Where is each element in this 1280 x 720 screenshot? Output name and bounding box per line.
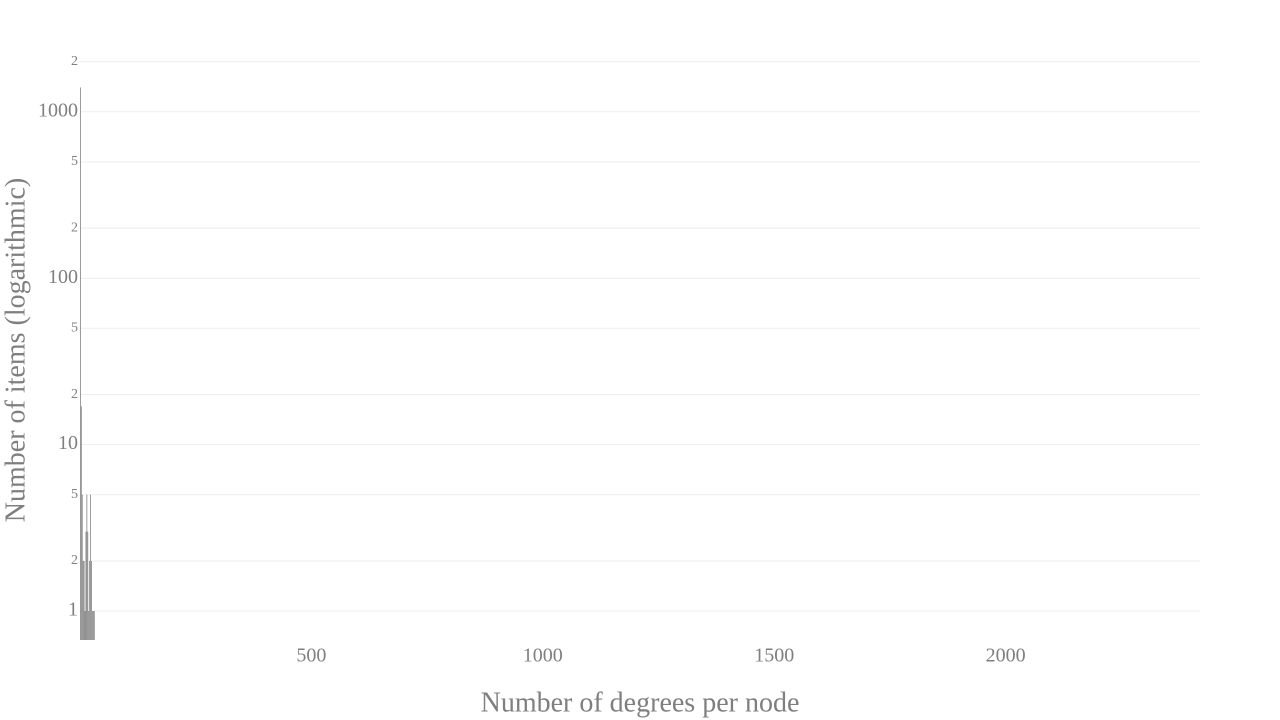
bar: [80, 406, 82, 640]
y-tick-label: 5: [71, 487, 78, 502]
bar: [84, 611, 86, 640]
bar: [91, 560, 92, 640]
y-tick-label: 5: [71, 154, 78, 169]
x-tick-label: 500: [296, 645, 326, 667]
bar: [93, 611, 95, 640]
x-axis-title: Number of degrees per node: [481, 687, 800, 718]
bar: [81, 494, 83, 640]
y-tick-label: 100: [48, 266, 78, 288]
x-tick-label: 2000: [986, 645, 1026, 667]
bar: [85, 531, 87, 640]
y-axis-title: Number of items (logarithmic): [0, 178, 31, 522]
y-tick-label: 2: [71, 54, 78, 69]
bar: [80, 87, 81, 641]
y-tick-label: 2: [71, 220, 78, 235]
bar: [86, 494, 88, 640]
y-tick-label: 1: [68, 599, 78, 621]
bar: [90, 494, 91, 640]
y-tick-label: 2: [71, 553, 78, 568]
bar: [88, 611, 90, 640]
bar: [83, 560, 85, 640]
y-tick-label: 2: [71, 387, 78, 402]
x-tick-label: 1500: [754, 645, 794, 667]
bar: [92, 611, 94, 640]
bar: [89, 560, 91, 640]
bar: [92, 611, 93, 640]
bar: [82, 560, 84, 640]
y-tick-label: 5: [71, 321, 78, 336]
bar: [87, 531, 89, 640]
x-tick-label: 1000: [523, 645, 563, 667]
y-tick-label: 1000: [38, 99, 78, 121]
y-tick-label: 10: [58, 432, 78, 454]
